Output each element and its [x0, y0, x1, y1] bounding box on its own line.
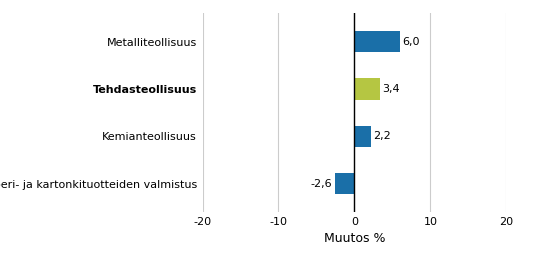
X-axis label: Muutos %: Muutos %: [324, 232, 385, 245]
Text: 6,0: 6,0: [402, 37, 420, 47]
Text: -2,6: -2,6: [311, 179, 333, 189]
Bar: [354, 78, 380, 100]
Bar: [335, 173, 354, 194]
Text: 3,4: 3,4: [383, 84, 400, 94]
Bar: [354, 126, 371, 147]
Text: 2,2: 2,2: [374, 131, 391, 141]
Bar: [354, 31, 400, 52]
